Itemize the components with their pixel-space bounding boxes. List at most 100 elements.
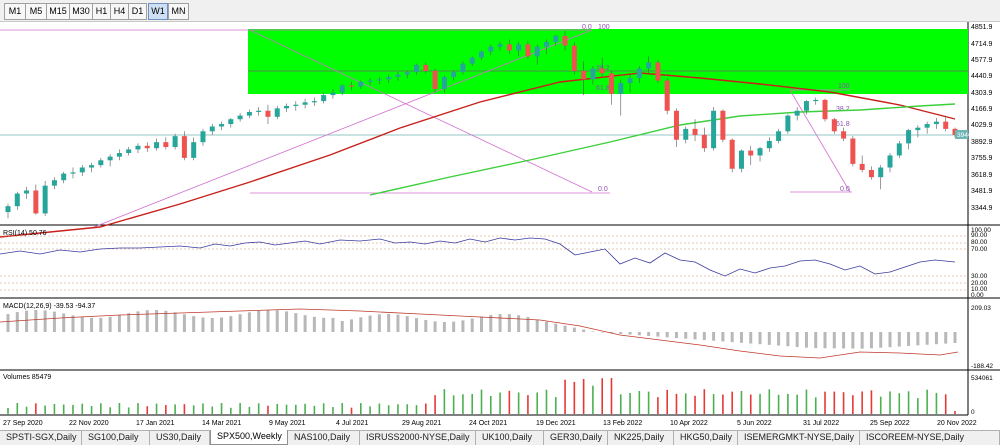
candle-bull bbox=[172, 136, 178, 147]
tab-isemergmkt[interactable]: ISEMERGMKT-NYSE,Daily bbox=[738, 431, 860, 445]
timeframe-m15-button[interactable]: M15 bbox=[46, 3, 70, 20]
macd-bar bbox=[136, 311, 140, 332]
macd-bar bbox=[201, 317, 205, 332]
volume-bar bbox=[647, 391, 650, 414]
candle-bear bbox=[599, 68, 605, 74]
volume-bar bbox=[165, 405, 167, 414]
fib-label-upper-0: 0.0 bbox=[582, 24, 592, 31]
tab-isruss2000[interactable]: ISRUSS2000-NYSE,Daily bbox=[360, 431, 476, 445]
fib-label-zero: 0.0 bbox=[598, 186, 608, 193]
volume-bar bbox=[137, 403, 139, 414]
volume-bar bbox=[527, 395, 529, 414]
timeframe-h1-button[interactable]: H1 bbox=[92, 3, 111, 20]
macd-bar bbox=[71, 315, 75, 332]
volume-bar bbox=[44, 405, 46, 414]
candle-bull bbox=[414, 64, 420, 73]
candle-bull bbox=[516, 44, 522, 51]
timeframe-m5-button[interactable]: M5 bbox=[25, 3, 47, 20]
candle-bull bbox=[488, 46, 494, 52]
timeframe-mn-button[interactable]: MN bbox=[168, 3, 189, 20]
macd-title: MACD(12,26,9) -39.53 -94.37 bbox=[3, 303, 95, 310]
candle-bull bbox=[404, 72, 410, 75]
macd-bar bbox=[517, 315, 521, 332]
macd-bar bbox=[897, 332, 901, 347]
candle-bull bbox=[191, 142, 197, 158]
fibonacci-retracement-line-2 bbox=[789, 89, 851, 193]
macd-bar bbox=[934, 332, 938, 345]
tab-nk225[interactable]: NK225,Daily bbox=[608, 431, 674, 445]
volume-bar bbox=[424, 403, 427, 414]
price-label: 3618.9 bbox=[971, 172, 993, 179]
macd-bar bbox=[554, 323, 558, 332]
price-chart[interactable]: 0.0 100 38.2 61.8 0.0 100 38.2 61.8 0.0 … bbox=[0, 22, 1000, 430]
timeframe-m1-button[interactable]: M1 bbox=[4, 3, 26, 20]
candle-bull bbox=[293, 104, 299, 106]
timeframe-d1-button[interactable]: D1 bbox=[128, 3, 147, 20]
macd-bar bbox=[117, 315, 121, 332]
macd-bar bbox=[916, 332, 920, 346]
macd-bar bbox=[842, 332, 846, 349]
volume-bar bbox=[573, 381, 576, 414]
macd-bar bbox=[563, 325, 567, 332]
candle-bear bbox=[720, 110, 726, 140]
candle-bull bbox=[395, 74, 401, 77]
macd-bar bbox=[257, 310, 261, 332]
macd-bar bbox=[62, 313, 66, 332]
tab-nas100[interactable]: NAS100,Daily bbox=[288, 431, 360, 445]
candle-bull bbox=[135, 145, 141, 150]
tab-uk100[interactable]: UK100,Daily bbox=[476, 431, 544, 445]
tab-iscoreem[interactable]: ISCOREEM-NYSE,Daily bbox=[860, 431, 1000, 445]
candle-bull bbox=[878, 167, 884, 178]
volume-bar bbox=[480, 389, 483, 414]
timeframe-m30-button[interactable]: M30 bbox=[69, 3, 93, 20]
candle-bull bbox=[89, 165, 95, 168]
macd-bar bbox=[303, 315, 307, 332]
candle-bull bbox=[785, 115, 791, 132]
timeframe-h4-button[interactable]: H4 bbox=[110, 3, 129, 20]
macd-bar bbox=[415, 318, 419, 332]
candle-bear bbox=[265, 110, 271, 117]
volume-bar bbox=[759, 393, 761, 414]
volume-bar bbox=[842, 392, 845, 414]
candle-bull bbox=[618, 82, 624, 94]
timeframe-toolbar: M1 M5 M15 M30 H1 H4 D1 W1 MN bbox=[0, 0, 1000, 22]
fib-label-lower-100: 100 bbox=[838, 83, 850, 90]
macd-bar bbox=[925, 332, 929, 345]
tab-sg100[interactable]: SG100,Daily bbox=[82, 431, 150, 445]
macd-bar bbox=[832, 332, 836, 349]
timeframe-w1-button[interactable]: W1 bbox=[148, 3, 168, 20]
price-label: 3481.9 bbox=[971, 188, 993, 195]
macd-bar bbox=[702, 332, 706, 341]
tab-ger30[interactable]: GER30,Daily bbox=[544, 431, 608, 445]
macd-bar bbox=[220, 317, 224, 332]
candle-bull bbox=[339, 85, 345, 93]
tab-hkg50[interactable]: HKG50,Daily bbox=[674, 431, 738, 445]
candle-bull bbox=[887, 155, 893, 168]
volume-bar bbox=[666, 389, 668, 414]
volume-bar bbox=[397, 404, 399, 414]
volume-bar bbox=[619, 394, 622, 414]
volume-bar bbox=[462, 394, 464, 414]
volume-bar bbox=[499, 392, 501, 414]
candle-bull bbox=[42, 185, 48, 214]
candle-bull bbox=[479, 51, 484, 58]
tab-spx500[interactable]: SPX500,Weekly bbox=[210, 430, 288, 445]
volume-bar bbox=[81, 403, 84, 414]
tab-us30[interactable]: US30,Daily bbox=[150, 431, 210, 445]
tab-spsti-sgx[interactable]: SPSTI-SGX,Daily bbox=[0, 431, 82, 445]
rsi-scale-label: 20.00 bbox=[971, 280, 988, 287]
candle-bull bbox=[738, 150, 744, 169]
candle-bull bbox=[627, 78, 633, 83]
fibonacci-zone bbox=[248, 29, 968, 94]
macd-bar bbox=[786, 332, 790, 347]
macd-bar bbox=[155, 310, 159, 332]
volume-bar bbox=[230, 407, 232, 414]
candle-bear bbox=[608, 73, 614, 94]
price-label: 4577.9 bbox=[971, 57, 993, 64]
rsi-line bbox=[0, 237, 956, 277]
macd-bar bbox=[331, 317, 335, 332]
candle-bull bbox=[154, 142, 160, 149]
volume-bar bbox=[907, 391, 910, 414]
price-label: 4714.9 bbox=[971, 41, 993, 48]
macd-bar bbox=[80, 317, 84, 332]
